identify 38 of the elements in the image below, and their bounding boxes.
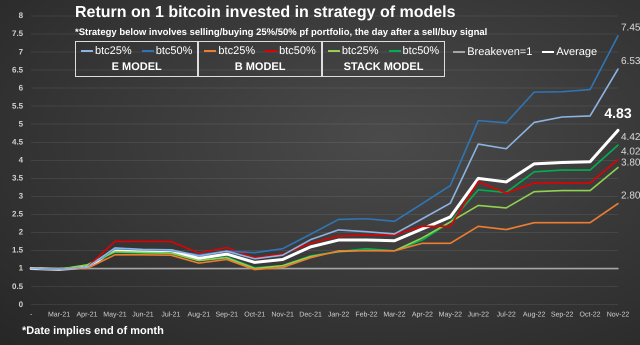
y-tick-label: 6.5 [12,65,24,74]
legend-label: btc50% [279,45,316,57]
y-tick-label: 1 [18,264,24,273]
chart-title: Return on 1 bitcoin invested in strategy of models [75,4,456,22]
y-tick-label: 5 [18,119,24,128]
data-label: 4.02 [621,146,640,158]
annotation: E MODEL [110,60,163,75]
data-label: 7.45 [621,22,640,34]
y-tick-label: 3.5 [12,174,24,183]
y-tick-label: 6 [18,83,24,92]
data-label: 4.42 [621,132,640,143]
y-tick-label: 8 [18,11,24,20]
y-tick-label: 4 [18,156,24,165]
data-label: 3.80 [621,157,640,168]
y-tick-label: 7 [18,47,24,56]
annotation: STACK MODEL [342,60,424,75]
legend-label: btc25% [218,45,256,57]
annotation: B MODEL [234,60,286,75]
y-tick-label: 3 [18,192,24,201]
data-label: 4.83 [604,105,632,122]
y-tick-label: 2.5 [12,210,24,219]
data-label: 2.80 [621,190,640,202]
data-label: 6.53 [621,56,640,67]
y-tick-label: 0 [18,300,24,309]
y-tick-label: 0.5 [12,282,24,291]
y-tick-label: 4.5 [12,137,24,146]
legend-label: Average [556,46,598,58]
text: *Date implies end of month [22,325,164,337]
legend-label: btc25% [342,45,379,57]
legend-label: btc25% [95,45,132,57]
legend-label: btc50% [156,45,192,57]
y-tick-label: 2 [18,228,24,237]
legend-label: btc50% [402,45,440,57]
text: *Strategy below involves selling/buying 25%/50% pf portfolio, the day after a sell/buy signal [75,27,488,38]
legend-label: Breakeven=1 [467,46,532,58]
y-tick-label: 5.5 [12,101,24,110]
y-tick-label: 7.5 [12,29,24,38]
y-tick-label: 1.5 [12,246,24,255]
